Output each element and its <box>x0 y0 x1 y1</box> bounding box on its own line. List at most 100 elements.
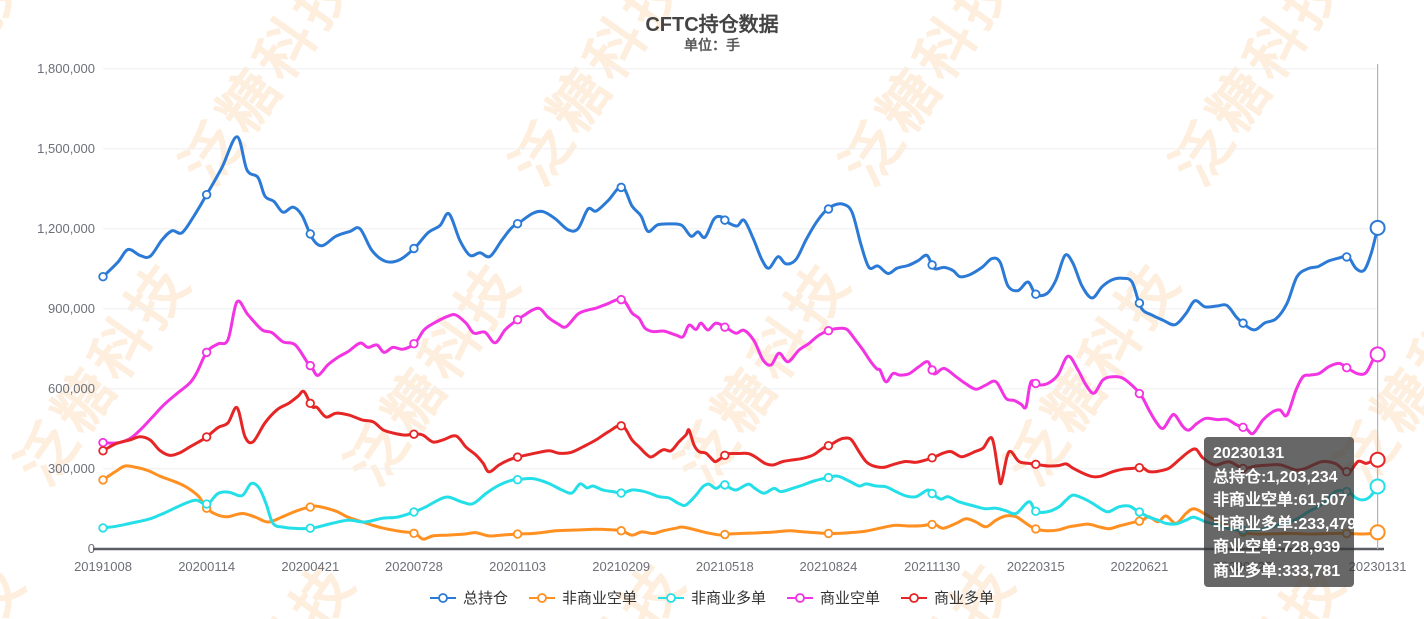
y-axis-label: 600,000 <box>48 381 95 396</box>
data-marker-total-open-interest <box>201 189 212 200</box>
data-marker-non-commercial-short <box>616 526 626 536</box>
data-marker-commercial-short <box>305 360 315 371</box>
data-marker-commercial-short <box>98 437 108 448</box>
data-marker-non-commercial-short <box>98 475 108 485</box>
data-marker-commercial-short <box>1031 378 1041 389</box>
y-axis-label: 0 <box>88 541 95 556</box>
series-line-commercial-short <box>101 297 1380 445</box>
tooltip-row-total: 总持仓:1,203,234 <box>1213 468 1338 486</box>
legend-label: 总持仓 <box>462 590 508 607</box>
data-marker-commercial-long <box>409 429 419 439</box>
legend-label: 商业空单 <box>820 590 881 607</box>
end-marker-commercial-short <box>1369 346 1386 363</box>
data-marker-commercial-long <box>616 421 626 431</box>
series-line-total-open-interest <box>101 135 1380 332</box>
end-marker-non-commercial-long <box>1369 478 1386 495</box>
data-marker-non-commercial-short <box>1031 524 1041 534</box>
data-marker-total-open-interest <box>1031 289 1041 299</box>
data-marker-commercial-short <box>823 326 834 336</box>
y-axis-label: 1,500,000 <box>37 141 95 156</box>
data-marker-commercial-short <box>409 338 419 349</box>
x-axis-label: 20201103 <box>489 559 546 574</box>
tooltip-row-noncomm-short: 非商业空单:61,507 <box>1213 492 1348 509</box>
data-marker-non-commercial-short <box>409 528 419 539</box>
data-marker-non-commercial-short <box>305 502 315 512</box>
data-marker-commercial-long <box>201 432 212 442</box>
data-marker-total-open-interest <box>720 215 730 225</box>
tooltip-row-comm-short: 商业空单:728,939 <box>1213 539 1341 556</box>
line-circle-icon <box>657 592 684 604</box>
x-axis-label: 20220621 <box>1110 559 1168 574</box>
chart-title: CFTC持仓数据 <box>645 14 779 36</box>
legend-label: 非商业空单 <box>561 590 637 607</box>
line-circle-icon <box>787 592 813 604</box>
data-marker-non-commercial-long <box>720 480 730 490</box>
data-marker-non-commercial-short <box>927 519 937 530</box>
legend-item-commercial-long[interactable]: 商业多单 <box>901 587 994 608</box>
data-marker-commercial-long <box>823 440 834 451</box>
x-axis-label: 20220315 <box>1007 559 1065 574</box>
data-marker-non-commercial-long <box>409 507 419 517</box>
data-marker-total-open-interest <box>305 229 315 239</box>
data-marker-total-open-interest <box>1341 252 1352 262</box>
data-marker-non-commercial-long <box>98 523 108 533</box>
legend-label: 非商业多单 <box>690 590 766 607</box>
tooltip: 20230131 总持仓:1,203,234 非商业空单:61,507 非商业多… <box>1204 437 1357 587</box>
legend-item-non-commercial-long[interactable]: 非商业多单 <box>657 587 766 608</box>
series-line-commercial-long <box>101 389 1380 486</box>
data-marker-commercial-short <box>927 365 937 375</box>
tooltip-row-noncomm-long: 非商业多单:233,479 <box>1213 515 1357 533</box>
data-marker-commercial-long <box>512 452 523 462</box>
data-marker-commercial-long <box>720 450 730 461</box>
x-axis-label: 20200421 <box>281 559 339 574</box>
data-marker-non-commercial-short <box>1134 516 1145 526</box>
legend-item-total-open-interest[interactable]: 总持仓 <box>429 587 508 608</box>
end-marker-commercial-long <box>1369 451 1386 468</box>
data-marker-commercial-long <box>98 446 108 456</box>
data-marker-total-open-interest <box>512 218 523 229</box>
legend-item-commercial-short[interactable]: 商业空单 <box>787 587 880 608</box>
line-circle-icon <box>528 592 555 604</box>
end-marker-non-commercial-short <box>1369 524 1386 541</box>
line-circle-icon <box>429 592 456 604</box>
data-marker-non-commercial-short <box>720 529 730 540</box>
x-axis-label: 20191008 <box>74 559 132 574</box>
data-marker-commercial-long <box>305 398 315 409</box>
data-marker-commercial-short <box>616 294 626 305</box>
data-marker-non-commercial-long <box>305 523 315 533</box>
data-marker-total-open-interest <box>823 204 834 214</box>
data-marker-commercial-long <box>927 453 937 463</box>
data-marker-total-open-interest <box>616 182 626 193</box>
data-marker-total-open-interest <box>1134 298 1145 308</box>
y-axis-label: 1,800,000 <box>37 61 95 76</box>
data-marker-commercial-short <box>201 347 212 358</box>
legend-item-non-commercial-short[interactable]: 非商业空单 <box>528 587 637 608</box>
data-marker-commercial-short <box>1341 362 1352 373</box>
x-axis-label: 20230131 <box>1349 559 1407 574</box>
series-line-non-commercial-long <box>101 474 1380 533</box>
data-marker-non-commercial-long <box>1134 507 1145 517</box>
end-marker-total-open-interest <box>1369 219 1386 236</box>
y-axis-label: 1,200,000 <box>37 221 95 236</box>
data-marker-total-open-interest <box>98 272 108 282</box>
data-marker-non-commercial-long <box>823 472 834 483</box>
data-marker-non-commercial-short <box>823 528 834 539</box>
y-axis-label: 900,000 <box>48 301 95 316</box>
data-marker-non-commercial-long <box>927 488 937 499</box>
x-axis-label: 20211130 <box>904 559 960 574</box>
data-marker-total-open-interest <box>1238 318 1248 328</box>
tooltip-row-comm-long: 商业多单:333,781 <box>1213 562 1341 580</box>
data-marker-commercial-short <box>1134 388 1145 399</box>
legend-label: 商业多单 <box>934 590 995 607</box>
data-marker-non-commercial-long <box>616 488 626 498</box>
legend: 总持仓 非商业空单 非商业多单 商业空单 商业多单 <box>0 587 1424 608</box>
data-marker-total-open-interest <box>927 260 937 270</box>
y-axis-label: 300,000 <box>48 461 95 476</box>
data-marker-non-commercial-long <box>201 499 212 509</box>
x-axis-label: 20210824 <box>800 559 858 574</box>
data-marker-commercial-long <box>1031 459 1041 470</box>
data-marker-total-open-interest <box>409 243 419 254</box>
data-marker-commercial-short <box>720 322 730 332</box>
